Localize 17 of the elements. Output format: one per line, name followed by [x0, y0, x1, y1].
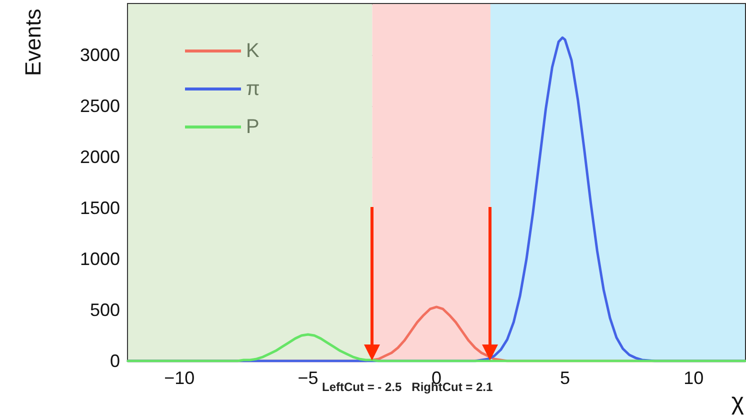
line-series: [126, 333, 746, 362]
y-tick-label: 2500: [80, 96, 120, 116]
x-tick-label: −10: [164, 368, 195, 388]
y-tick-label: 1000: [80, 249, 120, 269]
y-tick-label: 500: [90, 300, 120, 320]
y-axis-title: Events: [20, 8, 46, 76]
legend-label: P: [246, 116, 260, 138]
y-tick-label: 0: [110, 351, 120, 371]
legend-label: π: [246, 78, 260, 100]
legend-label: K: [246, 40, 260, 62]
x-axis-title: χ: [731, 388, 744, 415]
x-tick-label: 10: [684, 368, 704, 388]
x-tick-label: 5: [560, 368, 570, 388]
y-tick-label: 1500: [80, 198, 120, 218]
y-tick-label: 3000: [80, 45, 120, 65]
y-tick-label: 2000: [80, 147, 120, 167]
x-tick-label: −5: [298, 368, 318, 388]
